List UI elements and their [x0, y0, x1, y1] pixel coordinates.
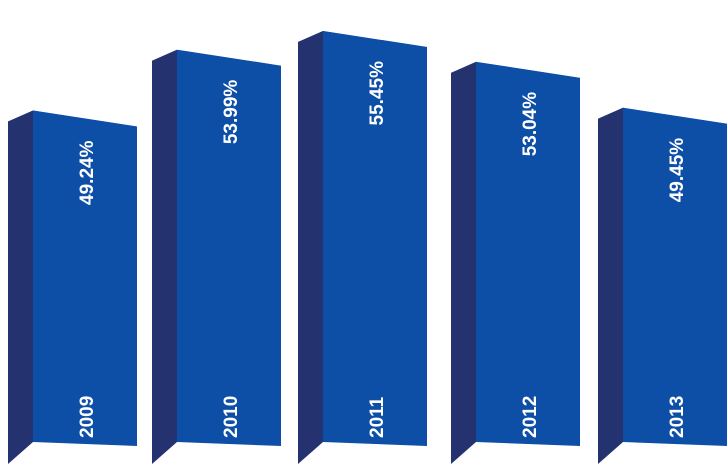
bar-value-label: 49.45%: [667, 138, 688, 203]
bar: [33, 110, 137, 446]
bar: [476, 61, 580, 446]
bar-side-face: [451, 61, 476, 464]
bar-value-label: 49.24%: [77, 140, 98, 205]
bar-side-face: [8, 110, 33, 464]
bar-side-face: [152, 49, 177, 464]
bar: [323, 31, 427, 446]
bar-group-2013: 49.45% 2013: [598, 107, 727, 465]
bar: [177, 49, 281, 446]
bar-category-label: 2010: [221, 396, 242, 438]
bar-value-label: 53.04%: [520, 92, 541, 157]
bar-group-2011: 55.45% 2011: [298, 31, 427, 464]
bar-side-face: [298, 31, 323, 464]
bar-category-label: 2011: [367, 396, 388, 438]
bar-group-2009: 49.24% 2009: [8, 110, 137, 464]
bar-side-face: [598, 107, 623, 465]
bar-value-label: 53.99%: [221, 80, 242, 145]
bar-value-label: 55.45%: [367, 61, 388, 126]
bar-category-label: 2012: [520, 396, 541, 438]
bar: [623, 107, 727, 447]
bar-group-2010: 53.99% 2010: [152, 49, 281, 464]
bar-group-2012: 53.04% 2012: [451, 61, 580, 464]
bar-category-label: 2013: [667, 396, 688, 438]
bar-category-label: 2009: [77, 396, 98, 438]
